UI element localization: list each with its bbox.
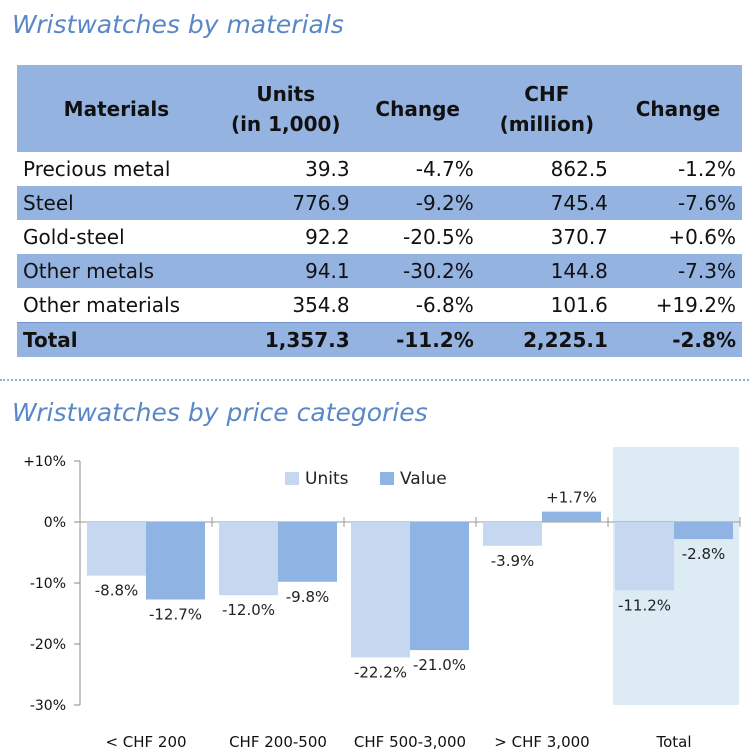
data-label-value: -21.0%	[413, 656, 466, 674]
data-label-units: -3.9%	[491, 552, 535, 570]
cell-units: 39.3	[305, 157, 350, 181]
cell-units: 354.8	[292, 293, 350, 317]
materials-section-title: Wristwatches by materials	[12, 10, 344, 39]
legend-label-value: Value	[400, 469, 447, 489]
cell-material: Other materials	[23, 293, 181, 317]
cell-chf-change: +0.6%	[668, 225, 736, 249]
bar-units	[483, 522, 542, 546]
data-label-value: -2.8%	[682, 545, 726, 563]
cell-units-change: -20.5%	[403, 225, 474, 249]
table-row: Precious metal 39.3 -4.7% 862.5 -1.2%	[17, 152, 742, 186]
bar-value	[674, 522, 733, 540]
header-chf: CHF (million)	[479, 65, 614, 152]
data-label-units: -11.2%	[618, 596, 671, 614]
category-label: Total	[655, 733, 691, 751]
price-section-title: Wristwatches by price categories	[12, 398, 428, 427]
bar-units	[351, 522, 410, 658]
header-materials: Materials	[17, 65, 216, 152]
cell-total-units: 1,357.3	[215, 322, 356, 357]
legend-swatch-units	[285, 472, 299, 485]
header-units: Units (in 1,000)	[215, 65, 356, 152]
header-chf-change: Change	[613, 65, 742, 152]
data-label-value: -9.8%	[286, 588, 330, 606]
cell-units-change: -9.2%	[355, 186, 480, 220]
category-label: CHF 200-500	[229, 733, 327, 751]
cell-units-change: -30.2%	[355, 254, 480, 288]
cell-chf-change: -7.6%	[613, 186, 742, 220]
cell-units-change: -4.7%	[415, 157, 474, 181]
cell-chf: 745.4	[479, 186, 614, 220]
data-label-value: +1.7%	[546, 489, 597, 507]
y-tick-label: -10%	[30, 576, 66, 592]
bar-units	[219, 522, 278, 596]
table-row: Gold-steel 92.2 -20.5% 370.7 +0.6%	[17, 220, 742, 254]
bar-units	[87, 522, 146, 576]
materials-table: Materials Units (in 1,000) Change CHF (m…	[17, 65, 742, 357]
cell-units: 776.9	[215, 186, 356, 220]
bar-value	[410, 522, 469, 651]
category-label: > CHF 3,000	[494, 733, 589, 751]
cell-chf-change: -7.3%	[613, 254, 742, 288]
cell-material: Other metals	[17, 254, 216, 288]
cell-chf: 862.5	[550, 157, 608, 181]
category-label: CHF 500-3,000	[354, 733, 466, 751]
y-tick-label: -30%	[30, 698, 66, 714]
table-row: Steel 776.9 -9.2% 745.4 -7.6%	[17, 186, 742, 220]
cell-chf: 144.8	[479, 254, 614, 288]
cell-material: Steel	[17, 186, 216, 220]
data-label-units: -22.2%	[354, 663, 407, 681]
y-tick-label: +10%	[23, 454, 66, 470]
y-tick-label: -20%	[30, 637, 66, 653]
y-tick-label: 0%	[44, 515, 66, 531]
table-total-row: Total 1,357.3 -11.2% 2,225.1 -2.8%	[17, 322, 742, 357]
section-divider	[0, 379, 749, 381]
cell-chf: 370.7	[550, 225, 608, 249]
cell-total-chf: 2,225.1	[479, 322, 614, 357]
table-row: Other metals 94.1 -30.2% 144.8 -7.3%	[17, 254, 742, 288]
cell-total-chf-change: -2.8%	[613, 322, 742, 357]
price-category-chart: +10% 0% -10% -20% -30% < CHF 200 CHF 200-500 CH…	[23, 447, 741, 751]
cell-material: Precious metal	[23, 157, 171, 181]
bar-value	[278, 522, 337, 582]
cell-chf-change: -1.2%	[677, 157, 736, 181]
category-label: < CHF 200	[105, 733, 186, 751]
cell-chf-change: +19.2%	[655, 293, 736, 317]
cell-units-change: -6.8%	[415, 293, 474, 317]
data-label-units: -12.0%	[222, 601, 275, 619]
data-label-units: -8.8%	[95, 582, 139, 600]
table-row: Other materials 354.8 -6.8% 101.6 +19.2%	[17, 288, 742, 323]
cell-total-units-change: -11.2%	[355, 322, 480, 357]
cell-units: 92.2	[305, 225, 350, 249]
cell-units: 94.1	[215, 254, 356, 288]
bar-value	[146, 522, 205, 600]
cell-material: Gold-steel	[23, 225, 125, 249]
header-units-change: Change	[355, 65, 480, 152]
table-header-row: Materials Units (in 1,000) Change CHF (m…	[17, 65, 742, 152]
cell-total-label: Total	[17, 322, 216, 357]
legend-label-units: Units	[305, 469, 349, 489]
bar-units	[615, 522, 674, 591]
bar-value	[542, 511, 601, 522]
legend-swatch-value	[380, 472, 394, 485]
cell-chf: 101.6	[550, 293, 608, 317]
data-label-value: -12.7%	[149, 605, 202, 623]
